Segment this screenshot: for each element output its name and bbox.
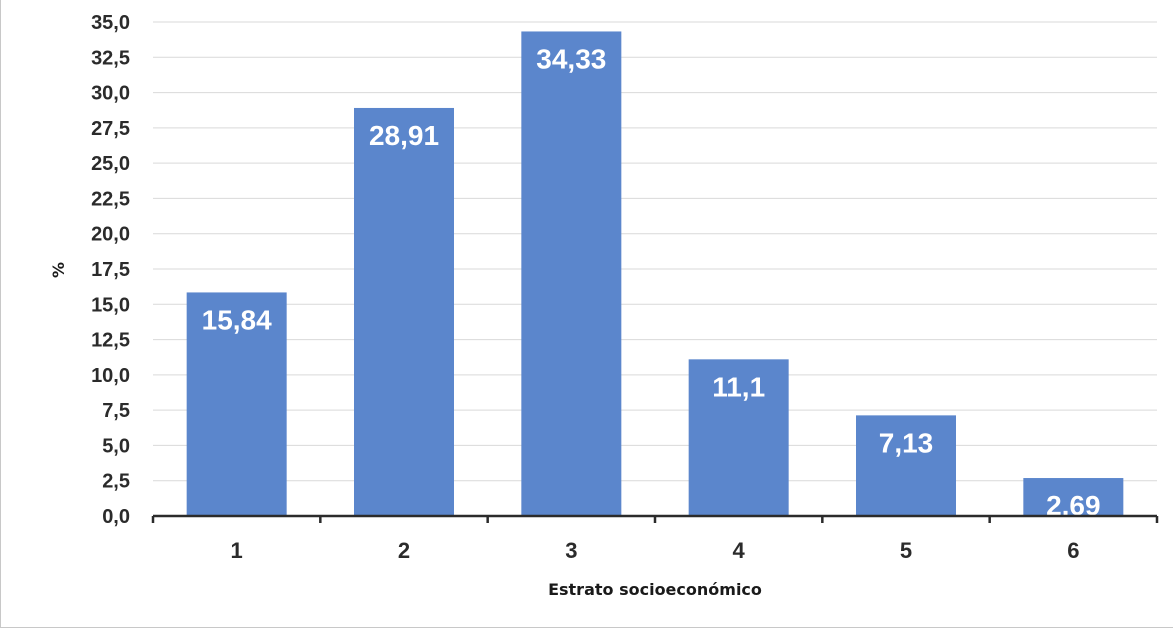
- y-tick-label: 12,5: [91, 330, 130, 352]
- x-tick-label: 2: [398, 538, 410, 563]
- x-tick-label: 4: [733, 538, 746, 563]
- y-tick-label: 22,5: [91, 188, 130, 210]
- data-label: 15,84: [202, 304, 272, 335]
- x-tick-label: 5: [900, 538, 912, 563]
- x-tick-label: 1: [231, 538, 243, 563]
- y-tick-label: 15,0: [91, 294, 130, 316]
- x-axis-label: Estrato socioeconómico: [548, 580, 762, 599]
- bar: [1023, 478, 1124, 516]
- x-axis: 1 2 3 4 5 6: [151, 514, 1159, 563]
- y-tick-label: 2,5: [102, 471, 130, 493]
- bar: [186, 292, 287, 516]
- y-tick-label: 7,5: [102, 400, 130, 422]
- x-tick-label: 6: [1067, 538, 1079, 563]
- bar: [688, 359, 789, 516]
- y-tick-label: 30,0: [91, 83, 130, 105]
- data-label: 28,91: [369, 120, 439, 151]
- data-label: 7,13: [879, 427, 934, 458]
- y-tick-label: 0,0: [102, 506, 130, 528]
- y-tick-label: 27,5: [91, 118, 130, 140]
- bar: [354, 107, 454, 517]
- bar: [856, 415, 956, 516]
- y-tick-label: 32,5: [91, 47, 130, 69]
- gridlines: [153, 21, 1157, 482]
- y-tick-label: 10,0: [91, 365, 130, 387]
- y-tick-label: 5,0: [102, 435, 130, 457]
- y-tick-label: 25,0: [91, 153, 130, 175]
- data-label: 11,1: [712, 371, 765, 402]
- y-tick-label: 35,0: [91, 12, 130, 34]
- y-axis: 0,0 2,5 5,0 7,5 10,0 12,5 15,0 17,5 20,0 22,5 25,0…: [91, 12, 130, 528]
- data-label: 34,33: [536, 43, 606, 74]
- bar: [521, 31, 622, 516]
- x-tick-label: 3: [565, 538, 577, 563]
- y-axis-label: %: [49, 262, 68, 278]
- y-tick-label: 20,0: [91, 224, 130, 246]
- bars: [186, 31, 1124, 517]
- y-tick-label: 17,5: [91, 259, 130, 281]
